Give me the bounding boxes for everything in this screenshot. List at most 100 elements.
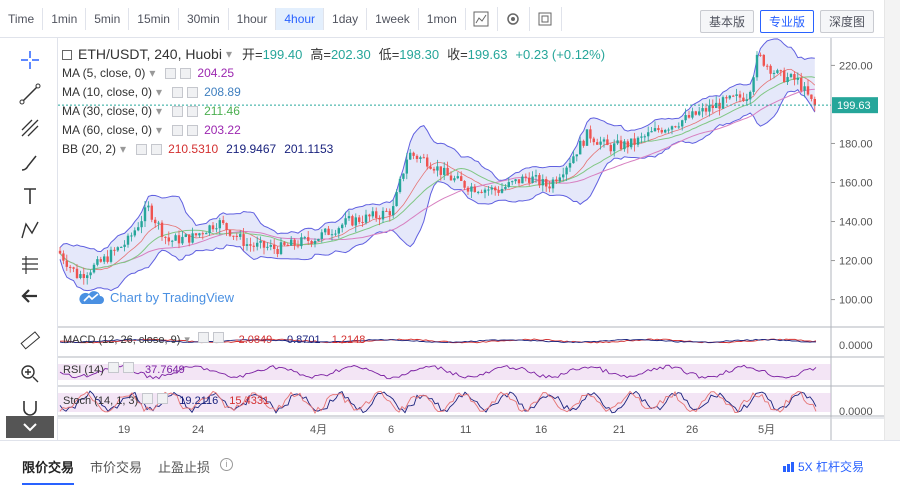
- candle-body: [483, 189, 487, 193]
- candle-body: [477, 191, 480, 193]
- candle-body: [667, 129, 670, 131]
- crosshair-icon[interactable]: [18, 48, 42, 72]
- price-chart[interactable]: 199.63 220.00 180.00 160.00 140.00 120.00 100.…: [58, 38, 884, 440]
- tf-1hour[interactable]: 1hour: [229, 7, 277, 30]
- pro-view-button[interactable]: 专业版: [759, 10, 814, 33]
- high-value: 202.30: [330, 47, 371, 62]
- collapse-toolbar-button[interactable]: [6, 416, 54, 438]
- tab-limit-order[interactable]: 限价交易: [22, 460, 75, 475]
- pitchfork-icon[interactable]: [18, 116, 42, 140]
- bb-remove-icon[interactable]: [151, 144, 163, 155]
- info-icon[interactable]: i: [220, 458, 233, 471]
- collapse-legend-icon[interactable]: [62, 49, 72, 60]
- zoom-in-icon[interactable]: [18, 362, 42, 386]
- candle-body: [191, 233, 194, 243]
- tf-4hour[interactable]: 4hour: [276, 7, 325, 30]
- tf-time[interactable]: Time: [0, 7, 44, 30]
- tradingview-cloud-icon: [79, 291, 104, 304]
- tf-15min[interactable]: 15min: [129, 7, 179, 30]
- ma60-settings-icon[interactable]: [172, 125, 184, 136]
- macd-settings-icon[interactable]: [197, 332, 209, 343]
- candle-body: [307, 237, 310, 241]
- ma5-settings-icon[interactable]: [165, 68, 177, 79]
- candle-body: [626, 141, 629, 148]
- candle-body: [466, 187, 470, 192]
- macd-value-1: -2.0849: [234, 334, 273, 346]
- settings-gear-icon[interactable]: [498, 6, 530, 31]
- stoch-settings-icon[interactable]: [142, 393, 154, 404]
- candle-body: [463, 180, 466, 188]
- timeframe-toolbar: Time 1min 5min 15min 30min 1hour 4hour 1…: [0, 0, 884, 38]
- tab-market-order[interactable]: 市价交易: [90, 460, 143, 475]
- candle-body: [283, 242, 286, 245]
- tf-1day[interactable]: 1day: [324, 7, 368, 30]
- tf-1week[interactable]: 1week: [367, 7, 419, 30]
- ma60-remove-icon[interactable]: [187, 125, 199, 136]
- page-scrollbar[interactable]: [884, 0, 900, 440]
- indicators-icon[interactable]: [466, 6, 498, 31]
- candle-body: [589, 129, 592, 139]
- candle-body: [375, 211, 378, 218]
- prediction-icon[interactable]: [18, 252, 42, 276]
- magnet-icon[interactable]: [18, 396, 42, 420]
- macd-signal-line: [59, 338, 817, 344]
- tradingview-watermark[interactable]: Chart by TradingView: [78, 288, 234, 306]
- ma30-settings-icon[interactable]: [172, 106, 184, 117]
- candle-body: [194, 233, 198, 236]
- macd-remove-icon[interactable]: [212, 332, 224, 343]
- symbol-dropdown-icon[interactable]: ▾: [225, 47, 232, 61]
- rsi-remove-icon[interactable]: [122, 362, 134, 373]
- candle-body: [62, 253, 65, 261]
- tf-1mon[interactable]: 1mon: [419, 7, 466, 30]
- leverage-link[interactable]: 5X 杠杆交易: [782, 458, 864, 475]
- candle-body: [507, 182, 510, 187]
- bb-value-2: 219.9467: [226, 142, 277, 156]
- candle-body: [337, 228, 340, 234]
- candle-body: [344, 218, 347, 225]
- candle-body: [687, 115, 691, 118]
- candle-body: [548, 186, 551, 189]
- basic-view-button[interactable]: 基本版: [699, 10, 754, 33]
- candle-body: [167, 237, 170, 242]
- macd-label: MACD (12, 26, close, 9): [63, 334, 181, 346]
- brush-icon[interactable]: [18, 150, 42, 174]
- tf-1min[interactable]: 1min: [43, 7, 87, 30]
- trend-line-icon[interactable]: [18, 82, 42, 106]
- pattern-icon[interactable]: [18, 218, 42, 242]
- ma10-remove-icon[interactable]: [187, 87, 199, 98]
- high-label: 高=: [310, 47, 331, 62]
- candle-body: [371, 211, 374, 217]
- fullscreen-icon[interactable]: [530, 6, 562, 31]
- bb-settings-icon[interactable]: [136, 144, 148, 155]
- candle-body: [320, 232, 323, 239]
- candle-body: [184, 234, 187, 237]
- stoch-legend: Stoch (14, 1, 3) 19.2116 15.4331: [63, 393, 269, 407]
- symbol-label: ETH/USDT, 240, Huobi: [78, 46, 222, 62]
- candle-body: [449, 175, 453, 181]
- candle-body: [432, 168, 436, 171]
- candle-body: [725, 97, 728, 99]
- x-tick-label: 16: [535, 424, 547, 436]
- stoch-remove-icon[interactable]: [157, 393, 169, 404]
- tab-stop-order[interactable]: 止盈止损: [158, 460, 211, 475]
- candle-body: [86, 275, 89, 279]
- ma10-settings-icon[interactable]: [172, 87, 184, 98]
- candle-body: [327, 228, 330, 235]
- candle-body: [694, 111, 697, 115]
- tf-5min[interactable]: 5min: [86, 7, 130, 30]
- rsi-settings-icon[interactable]: [107, 362, 119, 373]
- stoch-label: Stoch (14, 1, 3): [63, 395, 139, 407]
- text-tool-icon[interactable]: [18, 184, 42, 208]
- ruler-icon[interactable]: [18, 328, 42, 352]
- back-arrow-icon[interactable]: [18, 284, 42, 308]
- y-tick-label: 120.00: [839, 256, 873, 268]
- tf-30min[interactable]: 30min: [179, 7, 229, 30]
- chart-area[interactable]: 199.63 220.00 180.00 160.00 140.00 120.00 100.…: [58, 38, 884, 440]
- candle-body: [96, 259, 99, 265]
- candle-body: [300, 237, 303, 247]
- ma30-remove-icon[interactable]: [187, 106, 199, 117]
- depth-view-button[interactable]: 深度图: [819, 10, 874, 33]
- drawing-toolbar: [0, 38, 58, 440]
- candle-body: [426, 157, 429, 167]
- ma5-remove-icon[interactable]: [180, 68, 192, 79]
